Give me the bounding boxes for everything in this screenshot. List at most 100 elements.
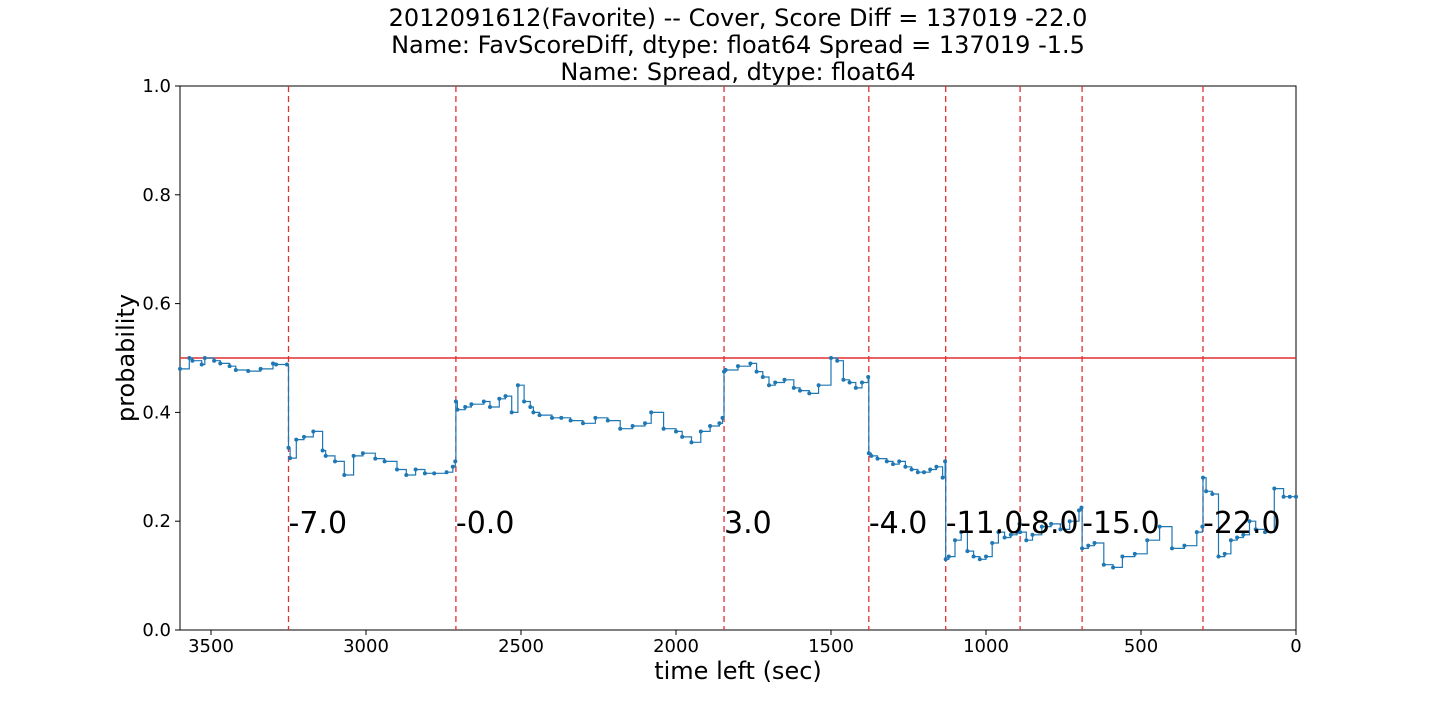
data-point bbox=[782, 377, 787, 382]
data-point bbox=[869, 453, 874, 458]
data-point bbox=[559, 415, 564, 420]
data-point bbox=[488, 404, 492, 409]
data-point bbox=[1170, 546, 1174, 551]
data-point bbox=[767, 383, 771, 388]
data-point bbox=[1287, 494, 1292, 499]
data-point bbox=[866, 451, 871, 456]
data-point bbox=[528, 404, 533, 409]
score-annotation-0: -7.0 bbox=[289, 506, 348, 541]
y-axis-label: probability bbox=[112, 294, 140, 422]
data-point bbox=[444, 470, 449, 475]
data-point bbox=[940, 475, 945, 480]
data-point bbox=[1132, 551, 1137, 556]
data-point bbox=[550, 415, 554, 420]
data-point bbox=[1182, 543, 1187, 548]
x-tick-label: 3000 bbox=[343, 636, 389, 657]
data-point bbox=[990, 540, 995, 545]
plot-area: -7.0 -0.0 3.0 -4.0 -11.0-8.0 -15.0 -22.0 3500 30… bbox=[142, 76, 1301, 657]
data-point bbox=[509, 410, 514, 415]
data-point bbox=[233, 367, 238, 372]
data-point bbox=[320, 448, 325, 453]
y-tick-label: 0.0 bbox=[142, 620, 171, 641]
x-tick-label: 1000 bbox=[963, 636, 1009, 657]
data-point bbox=[1030, 532, 1035, 537]
data-point bbox=[294, 437, 299, 442]
data-point bbox=[455, 407, 460, 412]
data-point bbox=[884, 459, 889, 464]
score-annotation-4: -11.0 bbox=[946, 506, 1024, 541]
data-point bbox=[1080, 546, 1085, 551]
data-point bbox=[1018, 530, 1023, 535]
score-annotation-6: -15.0 bbox=[1082, 506, 1160, 541]
data-point bbox=[875, 456, 880, 461]
data-point bbox=[965, 549, 970, 554]
data-point bbox=[593, 415, 598, 420]
data-point bbox=[630, 424, 635, 428]
score-annotation-7: -22.0 bbox=[1203, 506, 1281, 541]
data-point bbox=[996, 530, 1001, 535]
data-point bbox=[1024, 538, 1029, 543]
data-point bbox=[1017, 521, 1022, 526]
data-point bbox=[829, 356, 833, 360]
data-point bbox=[1235, 535, 1240, 540]
data-point bbox=[1216, 554, 1221, 559]
data-point bbox=[404, 472, 409, 477]
data-point bbox=[258, 366, 263, 371]
data-point bbox=[934, 464, 939, 469]
data-point bbox=[382, 459, 387, 464]
data-point bbox=[333, 459, 337, 464]
score-annotation-5: -8.0 bbox=[1020, 506, 1079, 541]
data-point bbox=[605, 418, 610, 423]
data-point bbox=[413, 467, 418, 472]
data-point bbox=[891, 462, 895, 467]
data-point bbox=[717, 421, 722, 426]
data-point bbox=[708, 424, 713, 428]
data-point bbox=[760, 375, 765, 380]
data-point bbox=[463, 404, 468, 409]
data-point bbox=[1049, 521, 1054, 526]
data-point bbox=[1247, 519, 1252, 524]
data-point bbox=[284, 362, 289, 367]
data-point bbox=[1092, 540, 1097, 545]
data-point bbox=[943, 557, 948, 562]
data-point bbox=[1101, 562, 1106, 567]
data-point bbox=[227, 364, 232, 369]
data-point bbox=[748, 361, 753, 366]
data-point bbox=[698, 429, 703, 434]
data-point bbox=[903, 464, 908, 469]
data-point bbox=[807, 391, 812, 396]
data-point bbox=[835, 358, 840, 363]
data-point bbox=[568, 418, 573, 423]
data-point bbox=[860, 380, 864, 385]
data-point bbox=[1157, 524, 1162, 529]
data-point bbox=[1204, 489, 1209, 494]
data-point bbox=[1294, 494, 1298, 499]
y-tick-label: 1.0 bbox=[142, 76, 171, 97]
score-annotation-3: -4.0 bbox=[869, 506, 928, 541]
data-point bbox=[791, 385, 796, 390]
data-point bbox=[351, 453, 356, 458]
data-point bbox=[649, 410, 654, 415]
data-point bbox=[342, 472, 347, 477]
chart-title-line-2: Name: FavScoreDiff, dtype: float64 Sprea… bbox=[391, 31, 1085, 59]
data-point bbox=[1058, 527, 1063, 532]
data-point bbox=[1253, 527, 1258, 532]
data-point bbox=[798, 388, 802, 393]
data-point bbox=[453, 399, 458, 404]
data-point bbox=[422, 471, 427, 476]
x-axis-label: time left (sec) bbox=[654, 657, 822, 685]
data-point bbox=[674, 429, 678, 434]
data-point bbox=[723, 367, 728, 372]
data-point bbox=[1008, 532, 1013, 537]
data-point bbox=[661, 426, 666, 431]
data-point bbox=[816, 383, 821, 388]
data-point bbox=[1077, 508, 1081, 513]
data-point bbox=[866, 375, 871, 380]
score-annotation-1: -0.0 bbox=[456, 506, 515, 541]
data-point bbox=[469, 402, 474, 407]
data-point bbox=[915, 470, 920, 475]
data-point bbox=[1210, 492, 1215, 496]
data-point bbox=[503, 394, 508, 399]
data-point bbox=[984, 554, 988, 559]
